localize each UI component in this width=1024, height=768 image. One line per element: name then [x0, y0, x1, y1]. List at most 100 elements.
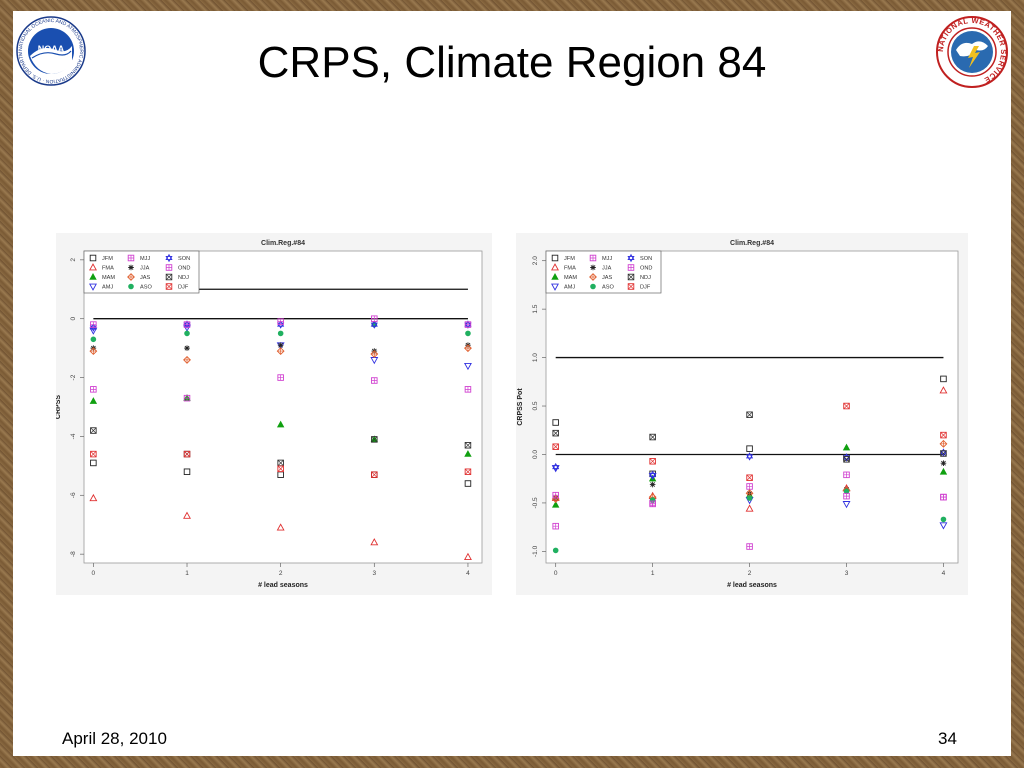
legend-label: SON: [640, 256, 652, 262]
y-axis-label: CRPSS Pot: [517, 388, 524, 426]
data-point: [464, 468, 472, 476]
data-point: [371, 436, 378, 443]
legend-marker: [551, 254, 559, 262]
legend-label: NDJ: [178, 275, 189, 281]
data-point: [939, 439, 948, 448]
data-point: [184, 330, 190, 337]
data-point: [277, 465, 284, 473]
legend-label: JFM: [102, 256, 113, 262]
legend-label: NDJ: [640, 275, 651, 281]
data-point: [842, 501, 851, 509]
data-point: [940, 493, 947, 501]
data-point: [649, 500, 656, 508]
data-point: [464, 450, 472, 457]
legend-label: MAM: [102, 275, 115, 281]
data-point: [371, 471, 378, 478]
data-point: [183, 468, 191, 476]
data-point: [552, 522, 559, 530]
data-point: [277, 342, 284, 348]
data-point: [90, 321, 97, 328]
legend-label: SON: [178, 256, 190, 262]
data-point: [649, 458, 656, 465]
data-point: [277, 318, 284, 325]
series-jas: [89, 344, 472, 364]
data-point: [746, 495, 753, 501]
data-point: [843, 402, 850, 410]
data-point: [745, 452, 754, 461]
legend-marker: [89, 283, 97, 291]
legend-marker: [165, 273, 173, 281]
data-point: [184, 345, 190, 351]
noaa-logo: NOAA NATIONAL OCEANIC AND ATMOSPHERIC AD…: [16, 16, 86, 86]
chart-title: Clim.Reg.#84: [261, 240, 305, 247]
legend-marker: [551, 283, 559, 291]
data-point: [276, 420, 285, 428]
y-tick-label: -1.0: [532, 545, 539, 557]
data-point: [370, 320, 378, 329]
data-point: [939, 386, 948, 394]
data-point: [464, 321, 472, 328]
legend-label: DJF: [640, 285, 651, 291]
legend-marker: [128, 283, 134, 290]
data-point: [940, 450, 947, 457]
data-point: [370, 350, 379, 358]
data-point: [843, 471, 850, 479]
crpss-chart: Clim.Reg.#84 0 1 2 3 4 2 0 -2 -4 -6 -8 # lead season…: [56, 233, 492, 595]
data-point: [464, 386, 472, 393]
series-jas: [551, 439, 948, 503]
data-point: [371, 315, 378, 322]
plot-frame: [83, 250, 483, 564]
legend-label: AMJ: [102, 285, 113, 291]
data-point: [551, 500, 560, 508]
legend-marker: [128, 264, 134, 271]
data-point: [89, 397, 98, 404]
slide-page-number: 34: [938, 729, 957, 748]
data-point: [464, 480, 472, 487]
legend-label: MJJ: [140, 256, 150, 262]
data-point: [940, 516, 947, 523]
legend-marker: [627, 253, 635, 263]
series-djf: [552, 402, 947, 481]
y-tick-label: -0.5: [532, 497, 539, 509]
y-tick-label: -8: [70, 551, 77, 557]
legend-label: JFM: [564, 256, 575, 262]
legend: JFM FMA MAM AMJ MJJ JJA JAS ASO SON OND NDJ DJF: [83, 250, 200, 294]
legend-marker: [165, 283, 173, 290]
x-tick-label: 0: [92, 570, 96, 577]
data-point: [552, 462, 560, 472]
legend-label: MJJ: [602, 256, 612, 262]
data-point: [183, 355, 191, 364]
data-point: [183, 450, 191, 458]
data-point: [746, 474, 753, 481]
data-point: [649, 470, 657, 480]
legend-label: JJA: [140, 266, 150, 272]
series-ond: [552, 491, 947, 550]
legend-marker: [627, 264, 635, 271]
data-point: [940, 375, 947, 383]
legend-label: FMA: [564, 266, 576, 272]
x-tick-label: 1: [185, 570, 189, 577]
legend-label: JAS: [140, 275, 151, 281]
y-tick-label: 1.0: [532, 353, 539, 362]
y-tick-label: -6: [70, 492, 77, 498]
data-point: [552, 491, 559, 499]
legend-label: OND: [640, 266, 652, 272]
series-mjj: [90, 374, 472, 402]
data-point: [464, 442, 472, 449]
legend-label: JJA: [602, 266, 612, 272]
data-point: [940, 431, 947, 439]
x-tick-label: 4: [466, 570, 470, 577]
series-ond: [90, 315, 472, 328]
data-point: [183, 394, 191, 402]
y-axis-label: CRPSS: [56, 395, 62, 419]
legend-marker: [89, 254, 97, 262]
legend-marker: [89, 272, 97, 280]
slide-title: CRPS, Climate Region 84: [257, 38, 767, 87]
x-tick-label: 4: [942, 570, 946, 577]
data-point: [89, 493, 98, 502]
legend-marker: [589, 273, 597, 281]
y-tick-label: 0.0: [532, 450, 539, 459]
legend-box: [83, 250, 200, 294]
data-point: [465, 330, 471, 337]
legend-label: ASO: [140, 285, 152, 291]
